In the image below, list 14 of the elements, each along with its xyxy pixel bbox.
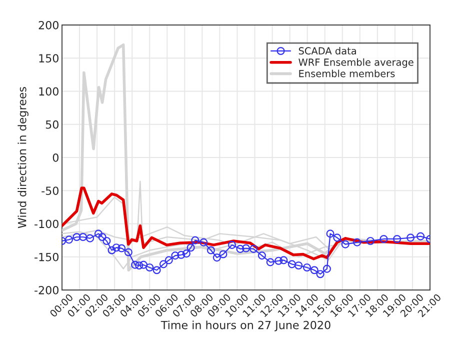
y-tick-label: 100 — [39, 87, 58, 96]
y-axis-title: Wind direction in degrees — [18, 87, 28, 228]
y-tick-label: -200 — [34, 286, 58, 294]
y-tick-label: -100 — [34, 220, 58, 228]
y-tick-label: 150 — [39, 54, 58, 63]
y-tick-label: 200 — [38, 20, 58, 30]
x-axis-title: Time in hours on 27 June 2020 — [160, 320, 330, 332]
legend-label: WRF Ensemble average — [298, 58, 414, 68]
legend-label: SCADA data — [298, 47, 356, 55]
y-tick-label: 0 — [52, 153, 58, 162]
y-tick-label: -150 — [34, 252, 58, 262]
legend-label: Ensemble members — [299, 70, 395, 78]
y-tick-label: 50 — [46, 120, 58, 129]
y-tick-label: -50 — [42, 186, 58, 196]
